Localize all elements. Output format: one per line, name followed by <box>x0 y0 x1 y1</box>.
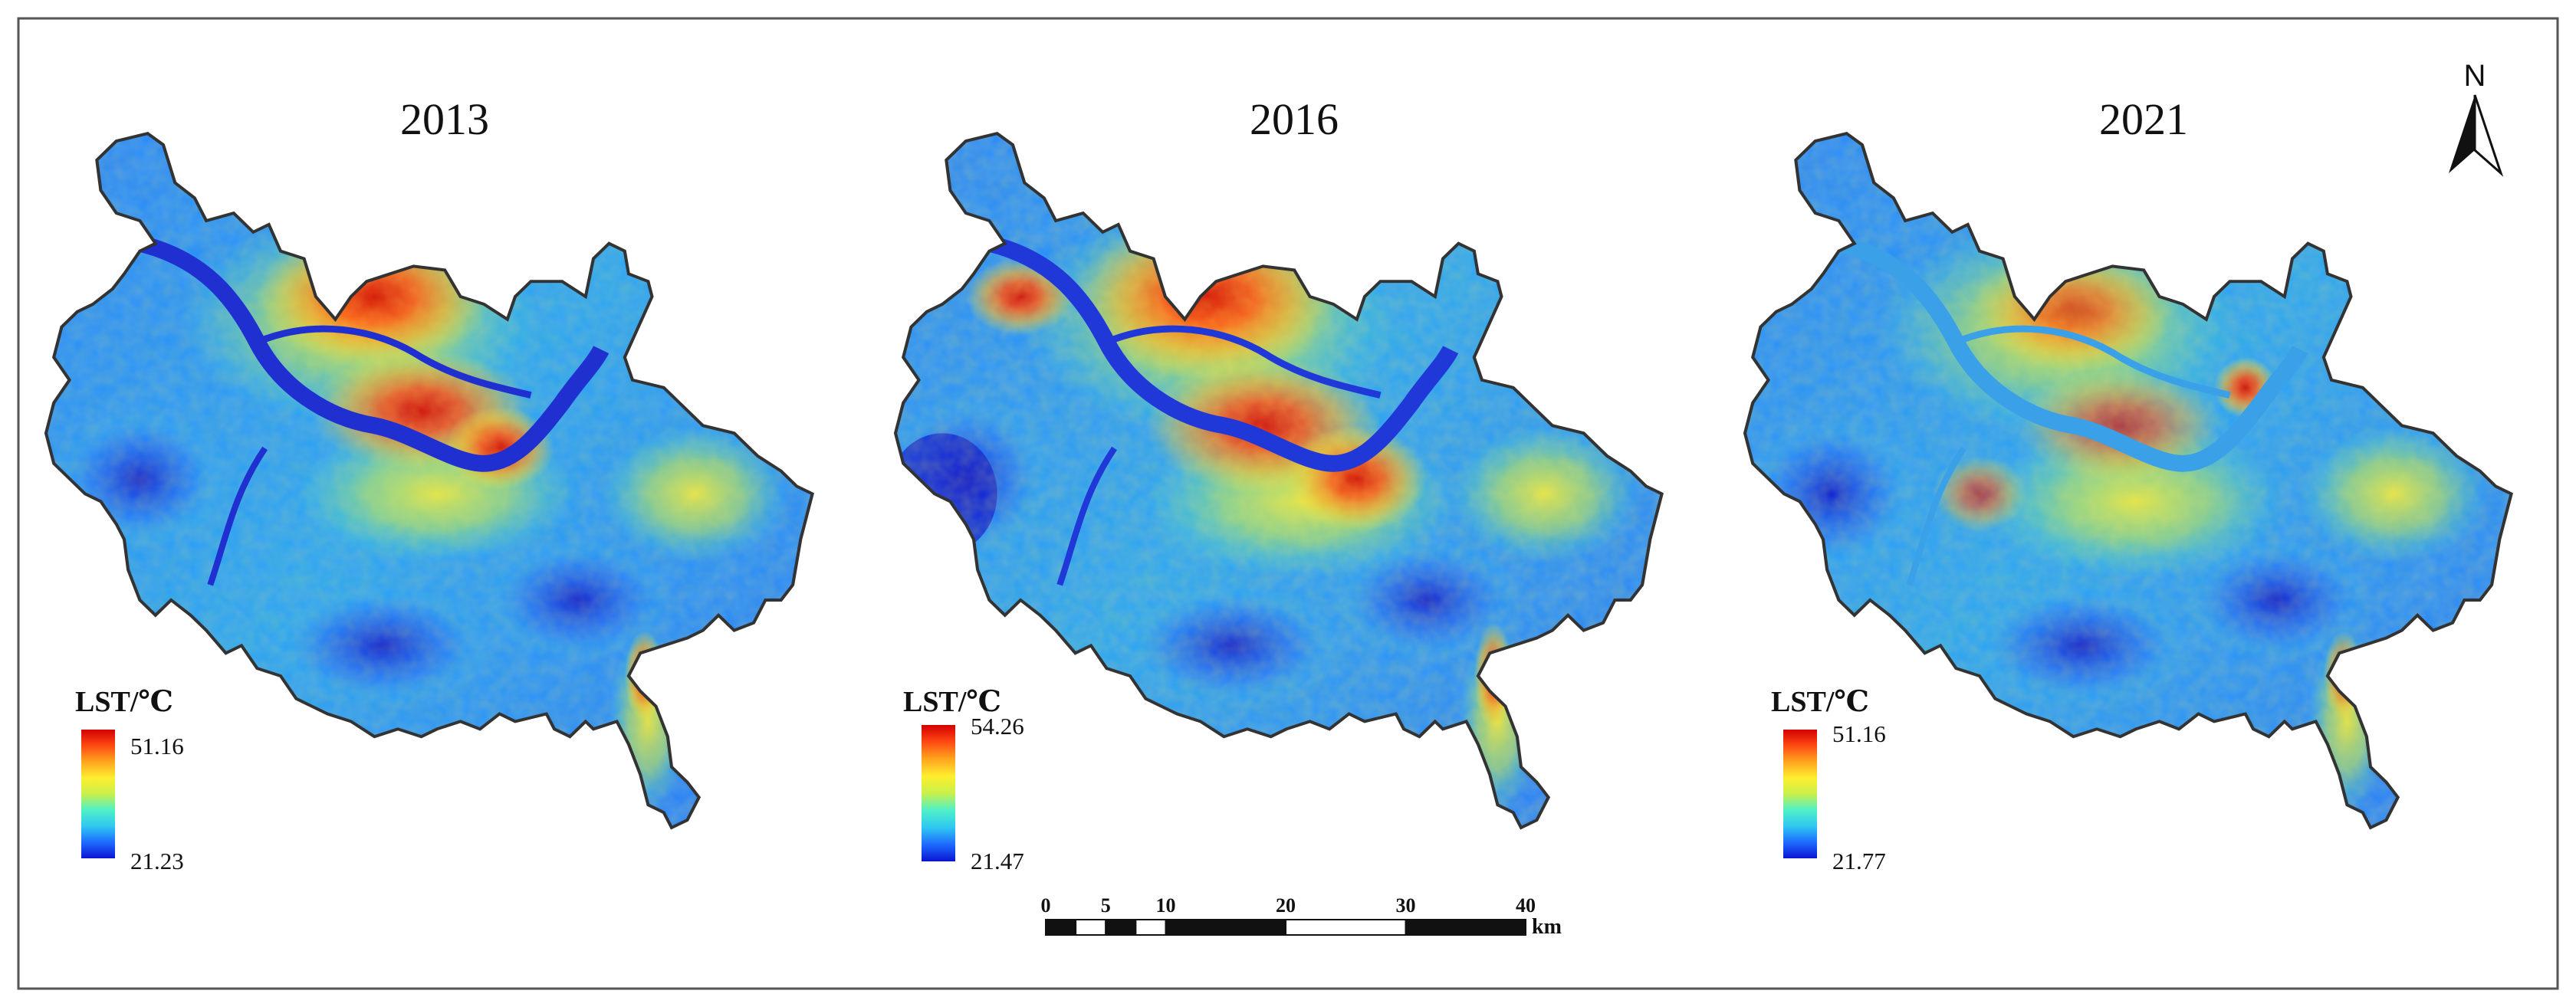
north-arrow: N <box>2449 59 2504 177</box>
scale-bar-labels: 0 5 10 20 30 40 <box>1041 894 1536 917</box>
legend-min-2021: 21.77 <box>1832 848 1886 874</box>
scale-bar-segment <box>1105 919 1137 936</box>
legend-max-2013: 51.16 <box>130 733 184 759</box>
panel-title-2021: 2021 <box>2099 94 2188 144</box>
legend-2021: LST/℃ 51.16 21.77 <box>1771 686 1886 874</box>
legend-max-2021: 51.16 <box>1832 720 1886 747</box>
legend-min-2016: 21.47 <box>971 848 1024 874</box>
scale-bar: 0 5 10 20 30 40 km <box>1041 894 1562 939</box>
river-branch-2016 <box>1105 325 1382 399</box>
river-tributary-2021 <box>1906 446 1967 586</box>
legend-title-2013: LST/℃ <box>75 686 173 718</box>
legend-min-2013: 21.23 <box>130 848 184 874</box>
scale-bar-tick-label: 40 <box>1516 894 1536 917</box>
colorbar-2013 <box>81 730 115 858</box>
north-arrow-right-half-icon <box>2473 94 2504 177</box>
scale-bar-segment <box>1075 919 1107 936</box>
river-main-2013 <box>137 235 610 472</box>
north-arrow-label: N <box>2464 59 2486 93</box>
colorbar-2016 <box>922 725 955 861</box>
scale-bar-tick-label: 20 <box>1276 894 1296 917</box>
scale-bar-tick-label: 5 <box>1101 894 1111 917</box>
river-main-2016 <box>987 235 1459 472</box>
legend-2016: LST/℃ 54.26 21.47 <box>903 686 1024 874</box>
river-branch-2021 <box>1954 325 2231 399</box>
scale-bar-segments <box>1045 919 1526 936</box>
river-branch-2013 <box>255 325 532 399</box>
north-arrow-left-half-icon <box>2449 95 2475 173</box>
panel-title-2013: 2013 <box>400 94 489 144</box>
legend-max-2016: 54.26 <box>971 713 1024 740</box>
river-tributary-2016 <box>1056 446 1117 586</box>
scale-bar-tick-label: 0 <box>1041 894 1051 917</box>
scale-bar-tick-label: 30 <box>1396 894 1416 917</box>
legend-title-2016: LST/℃ <box>903 686 1001 718</box>
scale-bar-segment <box>1135 919 1167 936</box>
panel-title-2016: 2016 <box>1250 94 1339 144</box>
scale-bar-segment <box>1285 919 1407 936</box>
scale-bar-segment <box>1405 919 1526 936</box>
legend-title-2021: LST/℃ <box>1771 686 1869 718</box>
river-tributary-2013 <box>207 446 268 586</box>
colorbar-2021 <box>1783 730 1817 858</box>
scale-bar-tick-label: 10 <box>1156 894 1176 917</box>
scale-bar-unit: km <box>1532 915 1562 939</box>
legend-2013: LST/℃ 51.16 21.23 <box>75 686 184 874</box>
river-main-2021 <box>1836 235 2308 472</box>
scale-bar-segment <box>1045 919 1077 936</box>
scale-bar-segment <box>1165 919 1286 936</box>
